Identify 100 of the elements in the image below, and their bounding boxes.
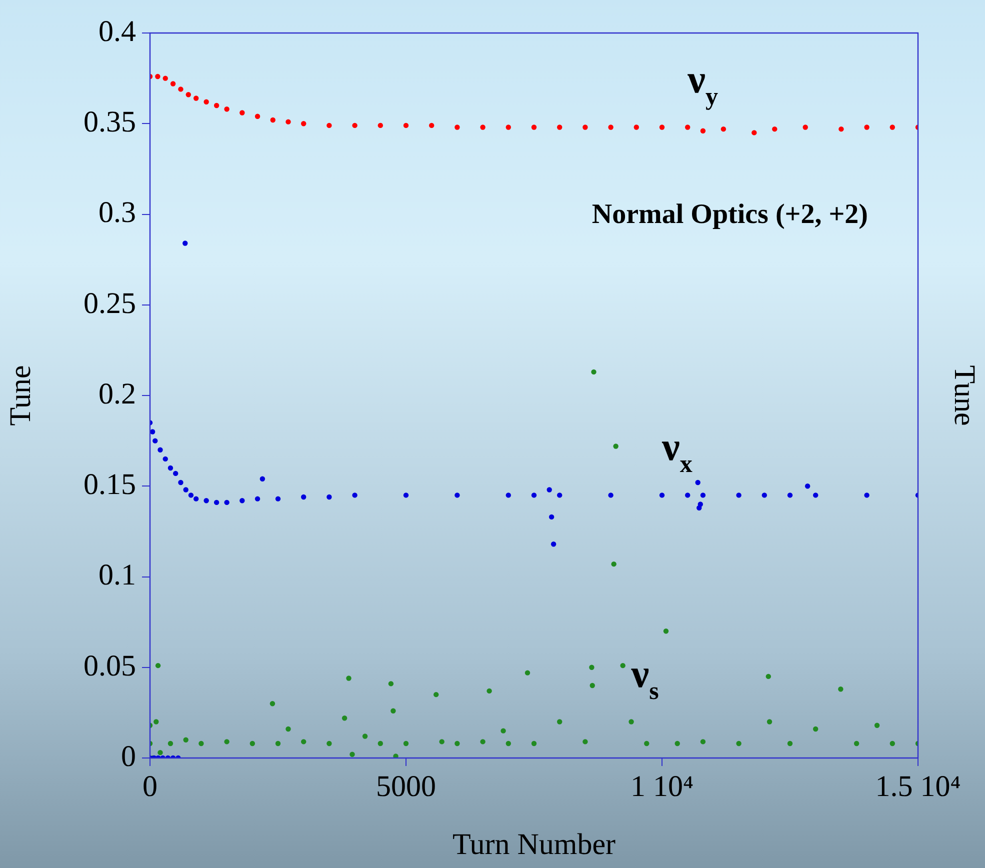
point [486,688,492,694]
point [204,99,209,104]
point [620,662,626,668]
point [155,74,160,80]
point [403,122,409,128]
point [240,110,245,116]
y-tick-label: 0.2 [98,377,136,410]
point [531,124,537,130]
point [608,492,614,498]
point [695,480,700,486]
point [155,662,161,668]
point [736,740,742,746]
point [864,492,870,498]
point [454,492,460,498]
point [634,124,639,130]
point [454,740,460,746]
point [838,686,844,692]
point [546,487,552,492]
point [178,480,184,486]
point [480,124,486,130]
point [214,102,220,108]
point [766,719,772,724]
point [506,740,511,746]
point [524,670,530,676]
point [286,726,291,732]
point [591,369,596,375]
point [186,92,191,98]
point [659,124,665,130]
point [390,708,396,714]
point [254,496,260,502]
y-tick-label: 0.05 [84,649,136,682]
point [378,122,383,128]
point [700,492,706,498]
point [720,126,726,132]
point [700,739,706,744]
point [506,124,511,130]
point [403,740,409,746]
point [275,496,281,502]
point [224,106,230,112]
point [393,754,398,758]
point [480,739,486,744]
point [685,124,690,130]
point [352,122,358,128]
point [152,438,158,444]
point [813,492,818,498]
point [766,674,771,680]
point [403,492,409,498]
point [154,719,159,724]
point [270,117,276,123]
point [260,476,266,482]
point [736,492,742,498]
point [183,487,188,492]
y-axis-title: Tune [4,365,37,426]
point [608,124,614,130]
point [611,561,616,567]
point [802,124,808,130]
point [531,492,537,498]
point [590,682,595,688]
y-tick-label: 0.1 [98,558,136,592]
point [644,740,650,746]
point [214,500,220,506]
point [582,124,588,130]
x-tick-label: 1.5 10⁴ [875,770,961,803]
point [193,496,199,502]
point [659,492,665,498]
point [286,119,291,124]
point [674,740,680,746]
point [342,716,348,721]
point [854,740,860,746]
point [346,676,352,681]
point [813,726,818,732]
point [454,124,460,130]
point [158,447,163,452]
point [439,739,444,744]
x-tick-label: 1 10⁴ [630,770,694,803]
point [500,728,506,734]
point [270,701,276,706]
point [158,750,163,756]
x-axis-title: Turn Number [452,828,616,861]
point [168,465,174,471]
point [550,542,556,547]
point [663,628,669,634]
point [178,86,184,92]
point [762,492,767,498]
point [434,692,439,698]
point [628,719,634,724]
point [301,494,306,500]
x-tick-label: 0 [142,770,158,803]
point [378,740,383,746]
point [350,752,355,757]
point [557,719,562,724]
point [204,498,209,504]
x-tick-label: 5000 [376,770,436,803]
point [224,500,230,506]
point [557,492,562,498]
point [864,124,870,130]
point [787,492,793,498]
point [589,664,594,670]
point [388,681,394,686]
point [804,484,810,489]
